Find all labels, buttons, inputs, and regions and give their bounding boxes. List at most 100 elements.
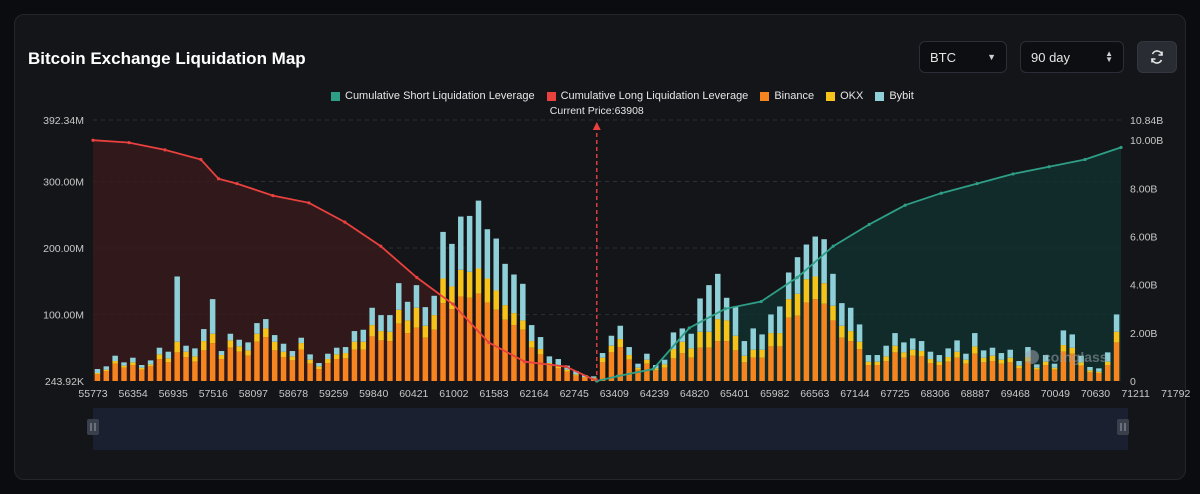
bar-okx: [138, 367, 145, 370]
short-point: [1119, 145, 1123, 150]
bar-binance: [555, 368, 562, 381]
refresh-button[interactable]: [1137, 41, 1177, 73]
bar-binance: [369, 336, 375, 381]
long-point: [127, 141, 131, 145]
bar-binance: [963, 363, 969, 381]
symbol-select[interactable]: BTC ▼: [919, 41, 1007, 73]
bar-okx: [874, 361, 881, 366]
bar-bybit: [661, 359, 668, 365]
bar-okx: [254, 333, 260, 342]
bar-bybit: [803, 244, 810, 280]
bar-binance: [874, 365, 881, 381]
bar-okx: [520, 320, 526, 330]
bar-bybit: [94, 369, 101, 374]
bar-bybit: [378, 315, 384, 332]
bar-binance: [679, 353, 686, 381]
long-point: [235, 181, 239, 186]
bar-binance: [954, 357, 960, 381]
bar-binance: [697, 347, 703, 381]
bar-binance: [227, 347, 234, 381]
bar-bybit: [520, 283, 526, 321]
bar-bybit: [963, 353, 969, 360]
bar-binance: [741, 362, 748, 381]
bar-okx: [794, 293, 801, 316]
bar-okx: [528, 341, 535, 348]
bar-binance: [333, 359, 340, 381]
bar-binance: [449, 309, 455, 381]
bar-bybit: [289, 351, 296, 357]
bar-okx: [156, 354, 163, 360]
bar-bybit: [156, 347, 163, 355]
legend-item-bybit[interactable]: Bybit: [875, 90, 914, 102]
bar-okx: [1078, 362, 1084, 366]
legend-swatch: [331, 91, 340, 101]
bar-binance: [582, 377, 588, 381]
bar-bybit: [546, 356, 553, 364]
period-select[interactable]: 90 day ▲ ▼: [1020, 41, 1124, 73]
bar-binance: [174, 352, 180, 381]
bar-binance: [936, 365, 943, 381]
bar-bybit: [502, 263, 508, 306]
bar-bybit: [475, 200, 482, 269]
bar-binance: [564, 371, 570, 381]
legend-label: Cumulative Long Liquidation Leverage: [560, 90, 749, 102]
bar-bybit: [892, 333, 898, 346]
bar-bybit: [528, 325, 535, 342]
bar-bybit: [688, 333, 694, 349]
bar-okx: [732, 335, 739, 351]
bar-bybit: [839, 303, 845, 326]
bar-bybit: [626, 347, 632, 356]
bar-binance: [759, 357, 765, 381]
legend-item-okx[interactable]: OKX: [826, 90, 863, 102]
left-axis-tick: 200.00M: [43, 243, 84, 255]
bar-okx: [280, 351, 287, 358]
bar-okx: [839, 325, 845, 338]
bar-bybit: [1042, 355, 1049, 362]
bar-binance: [573, 375, 579, 381]
long-point: [307, 201, 311, 205]
bar-bybit: [271, 335, 278, 342]
legend-item-binance[interactable]: Binance: [760, 90, 814, 102]
bar-okx: [263, 328, 269, 338]
watermark: coinglass: [1025, 349, 1108, 365]
bar-okx: [706, 331, 712, 348]
bar-binance: [209, 343, 216, 381]
bar-okx: [954, 351, 960, 358]
long-point: [487, 340, 491, 345]
bar-okx: [192, 356, 198, 362]
x-axis-tick: 63409: [600, 388, 629, 400]
bar-bybit: [1113, 314, 1120, 332]
bar-binance: [546, 366, 553, 381]
bar-bybit: [245, 342, 251, 351]
long-point: [216, 177, 221, 181]
range-slider[interactable]: [87, 408, 1129, 450]
bar-bybit: [351, 331, 358, 342]
left-axis-tick: 392.34M: [43, 115, 84, 127]
bar-bybit: [342, 347, 349, 354]
long-point: [343, 220, 347, 224]
bar-binance: [245, 355, 251, 381]
bar-binance: [218, 359, 225, 381]
bar-binance: [980, 362, 987, 381]
bar-bybit: [847, 307, 854, 332]
bar-bybit: [945, 348, 951, 358]
bar-okx: [351, 341, 358, 350]
bar-binance: [1113, 342, 1120, 381]
bar-binance: [608, 352, 615, 381]
bar-bybit: [901, 342, 907, 353]
bar-okx: [289, 356, 296, 361]
short-point: [903, 203, 907, 207]
bar-bybit: [715, 273, 721, 320]
bar-bybit: [883, 345, 889, 357]
bar-binance: [785, 317, 792, 381]
short-point: [831, 244, 835, 248]
bar-okx: [1060, 345, 1067, 352]
legend-item-short[interactable]: Cumulative Short Liquidation Leverage: [331, 90, 535, 102]
legend-item-long[interactable]: Cumulative Long Liquidation Leverage: [546, 90, 749, 102]
bar-binance: [431, 329, 437, 381]
bar-okx: [644, 359, 650, 364]
bar-okx: [936, 361, 943, 366]
bar-okx: [679, 341, 686, 354]
bar-binance: [972, 353, 978, 381]
